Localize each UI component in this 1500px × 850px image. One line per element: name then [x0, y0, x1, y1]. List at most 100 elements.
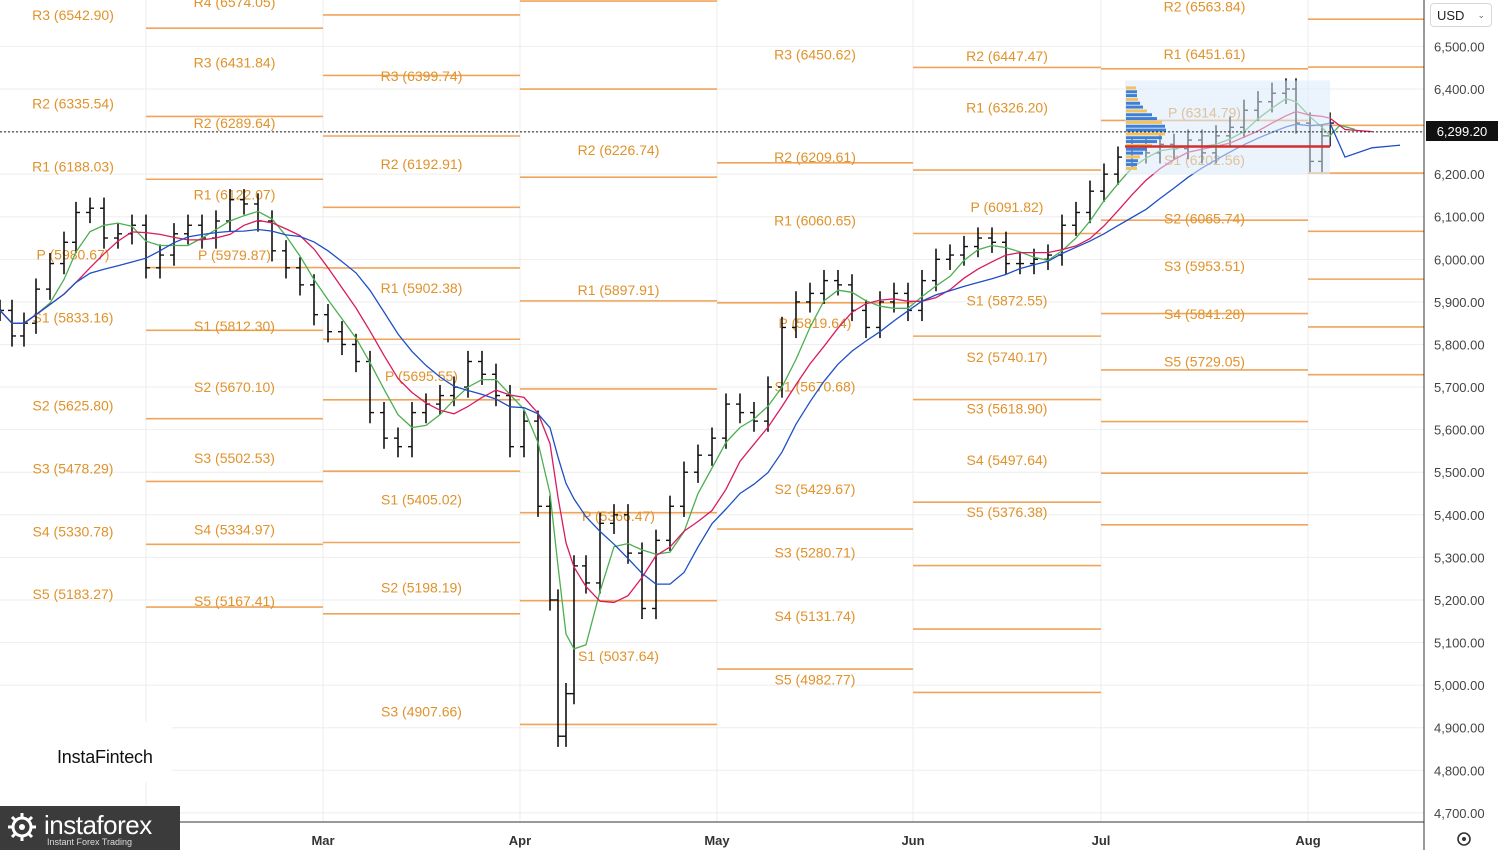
pivot-level-label: S2 (5429.67) [775, 481, 856, 497]
volume-profile-bar [1126, 97, 1138, 101]
pivot-level-label: R1 (6326.20) [966, 99, 1048, 115]
x-tick-label: Jul [1092, 833, 1111, 848]
pivot-level-label: S5 (5167.41) [194, 593, 275, 609]
pivot-level-label: R2 (6335.54) [32, 95, 114, 111]
pivot-level-label: S1 (5037.64) [578, 648, 659, 664]
y-tick-label: 5,900.00 [1434, 295, 1485, 310]
pivot-level-label: R1 (6451.61) [1164, 46, 1246, 62]
logo-wordmark: instaforex [44, 810, 152, 840]
volume-profile-bar [1126, 101, 1140, 105]
volume-profile-bar [1126, 109, 1147, 113]
y-tick-label: 5,400.00 [1434, 508, 1485, 523]
pivot-level-label: S3 (4907.66) [381, 703, 462, 719]
pivot-level-label: P (5366.47) [582, 508, 655, 524]
pivot-level-label: S1 (5405.02) [381, 492, 462, 508]
volume-profile-bar [1126, 155, 1140, 159]
current-price-label: 6,299.20 [1426, 121, 1498, 141]
pivot-level-label: R3 (6399.74) [381, 68, 463, 84]
y-tick-label: 5,100.00 [1434, 636, 1485, 651]
volume-profile-bar [1126, 105, 1143, 109]
volume-profile-bar [1126, 113, 1152, 117]
pivot-level-label: R3 (6542.90) [32, 7, 114, 23]
pivot-level-label: R2 (6289.64) [194, 115, 276, 131]
pivot-level-label: P (6091.82) [971, 199, 1044, 215]
chart-brand: InstaFintech [57, 747, 153, 767]
y-tick-label: 6,200.00 [1434, 167, 1485, 182]
volume-profile-bar [1126, 166, 1137, 170]
y-tick-label: 6,500.00 [1434, 39, 1485, 54]
settings-gear-icon[interactable] [1455, 830, 1473, 848]
pivot-level-label: P (5979.87) [198, 247, 271, 263]
pivot-level-label: S1 (5812.30) [194, 318, 275, 334]
volume-profile-bar [1126, 136, 1162, 140]
pivot-level-label: S5 (5729.05) [1164, 354, 1245, 370]
pivot-level-label: S1 (5670.68) [775, 379, 856, 395]
pivot-level-label: S3 (5502.53) [194, 450, 275, 466]
pivot-level-label: S1 (5833.16) [33, 309, 114, 325]
pivot-level-label: S2 (5740.17) [967, 349, 1048, 365]
volume-profile-bar [1126, 128, 1166, 132]
y-tick-label: 4,900.00 [1434, 721, 1485, 736]
y-tick-label: 5,800.00 [1434, 337, 1485, 352]
pivot-level-label: R3 (6431.84) [194, 54, 276, 70]
pivot-level-label: S5 (4982.77) [775, 671, 856, 687]
pivot-level-label: R2 (6192.91) [381, 156, 463, 172]
volume-profile-bar [1126, 117, 1157, 121]
pivot-level-label: R1 (6122.07) [194, 186, 276, 202]
volume-profile-bar [1126, 132, 1165, 136]
x-tick-label: Apr [509, 833, 531, 848]
pivot-level-label: S4 (5497.64) [967, 452, 1048, 468]
x-tick-label: Jun [901, 833, 924, 848]
pivot-level-label: P (5980.67) [37, 247, 110, 263]
pivot-level-label: R2 (6209.61) [774, 149, 856, 165]
gear-logo-icon [8, 813, 36, 841]
pivot-level-label: R1 (5897.91) [578, 282, 660, 298]
logo-tagline: Instant Forex Trading [47, 837, 133, 847]
volume-profile-bar [1126, 140, 1157, 144]
pivot-level-label: R3 (6450.62) [774, 46, 856, 62]
pivot-level-label: S2 (6065.74) [1164, 210, 1245, 226]
currency-selector[interactable]: USD ⌄ [1430, 3, 1492, 27]
y-tick-label: 4,800.00 [1434, 763, 1485, 778]
brand-backdrop [0, 722, 172, 782]
pivot-level-label: S4 (5131.74) [775, 608, 856, 624]
pivot-level-label: S2 (5670.10) [194, 379, 275, 395]
y-tick-label: 5,000.00 [1434, 678, 1485, 693]
pivot-level-label: S3 (5280.71) [775, 545, 856, 561]
pivot-level-label: R2 (6226.74) [578, 142, 660, 158]
x-tick-label: May [704, 833, 730, 848]
volume-profile-bar [1126, 86, 1136, 90]
volume-profile [1125, 80, 1330, 175]
pivot-level-label: R4 (6574.05) [194, 0, 276, 10]
moving-average-line [0, 122, 1401, 585]
instaforex-logo: instaforex Instant Forex Trading [0, 806, 180, 850]
y-tick-label: 5,600.00 [1434, 423, 1485, 438]
moving-average-line [0, 110, 1373, 604]
pivot-level-label: S4 (5841.28) [1164, 306, 1245, 322]
pivot-level-label: S3 (5478.29) [33, 460, 114, 476]
x-tick-label: Aug [1295, 833, 1320, 848]
volume-profile-bar [1126, 124, 1165, 128]
pivot-levels: R3 (6542.90) R2 (6335.54) R1 (6188.03) P (5… [32, 0, 1424, 726]
y-tick-label: 5,700.00 [1434, 380, 1485, 395]
pivot-level-label: S1 (5872.55) [967, 293, 1048, 309]
volume-profile-bar [1126, 163, 1137, 167]
volume-profile-bar [1126, 120, 1162, 124]
pivot-level-label: S4 (5330.78) [33, 523, 114, 539]
volume-profile-bar [1126, 90, 1137, 94]
pivot-level-label: P (5695.55) [385, 368, 458, 384]
volume-profile-bar [1126, 159, 1138, 163]
pivot-level-label: S4 (5334.97) [194, 521, 275, 537]
pivot-level-label: R1 (5902.38) [381, 280, 463, 296]
pivot-level-label: R1 (6188.03) [32, 158, 114, 174]
pivot-level-label: R2 (6447.47) [966, 48, 1048, 64]
y-tick-label: 4,700.00 [1434, 806, 1485, 821]
y-tick-label: 6,000.00 [1434, 252, 1485, 267]
pivot-level-label: S2 (5625.80) [33, 398, 114, 414]
pivot-level-label: R1 (6060.65) [774, 212, 856, 228]
chevron-down-icon: ⌄ [1477, 9, 1485, 20]
volume-profile-bar [1126, 147, 1147, 151]
pivot-level-label: S2 (5198.19) [381, 580, 462, 596]
